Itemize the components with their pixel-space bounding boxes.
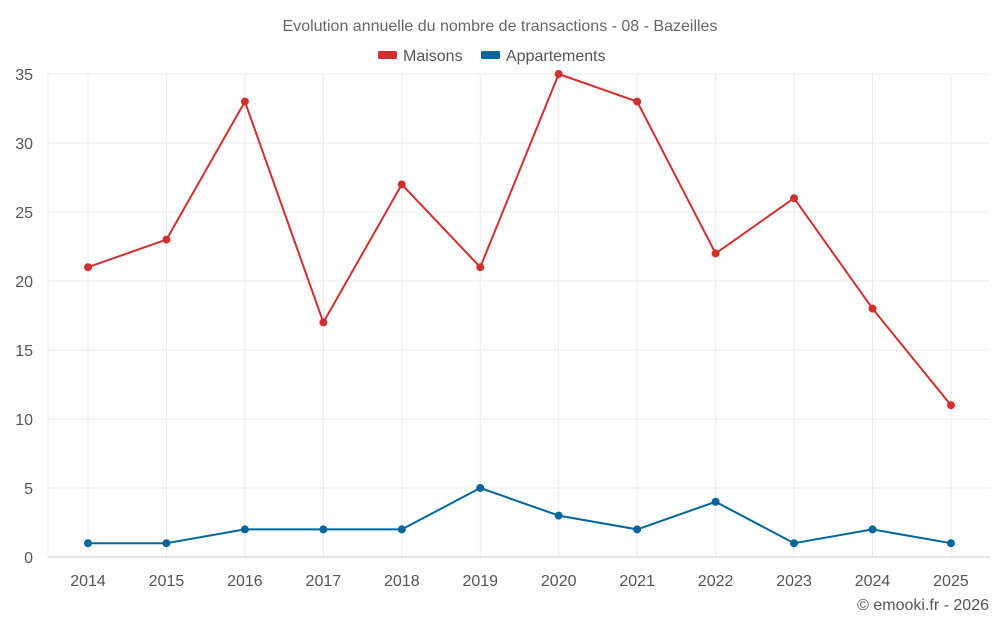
data-point-maisons[interactable] [476, 263, 485, 272]
data-point-appartements[interactable] [946, 539, 955, 548]
y-tick-label: 0 [24, 550, 33, 567]
legend-item-appartements[interactable]: Appartements [481, 48, 606, 65]
x-tick-label: 2022 [698, 573, 734, 590]
data-point-appartements[interactable] [554, 511, 563, 520]
legend: Maisons Appartements [378, 48, 606, 65]
data-point-maisons[interactable] [711, 249, 720, 258]
legend-label-maisons: Maisons [403, 48, 463, 65]
data-point-appartements[interactable] [84, 539, 92, 548]
data-point-appartements[interactable] [633, 525, 642, 534]
x-tick-label: 2023 [776, 573, 812, 590]
legend-item-maisons[interactable]: Maisons [378, 48, 463, 65]
data-point-maisons[interactable] [868, 304, 877, 313]
y-tick-label: 30 [15, 136, 33, 153]
data-point-maisons[interactable] [84, 263, 92, 272]
y-tick-label: 10 [15, 412, 33, 429]
data-point-maisons[interactable] [319, 318, 328, 327]
series [84, 70, 955, 548]
data-point-maisons[interactable] [240, 97, 249, 106]
data-point-appartements[interactable] [240, 525, 249, 534]
x-tick-label: 2020 [541, 573, 577, 590]
data-point-maisons[interactable] [633, 97, 642, 106]
y-tick-label: 25 [15, 205, 33, 222]
legend-swatch-maisons [378, 51, 397, 59]
data-point-maisons[interactable] [946, 401, 955, 410]
chart-title: Evolution annuelle du nombre de transact… [283, 18, 718, 35]
series-line-appartements [88, 487, 952, 545]
y-tick-label: 35 [15, 67, 33, 84]
data-point-maisons[interactable] [554, 70, 563, 78]
y-tick-label: 5 [24, 481, 33, 498]
x-tick-label: 2014 [70, 573, 106, 590]
x-tick-label: 2025 [933, 573, 969, 590]
legend-label-appartements: Appartements [506, 48, 606, 65]
x-tick-label: 2017 [306, 573, 342, 590]
data-point-appartements[interactable] [162, 539, 171, 548]
data-point-appartements[interactable] [790, 539, 799, 548]
credit-text: © emooki.fr - 2026 [857, 597, 989, 614]
series-line-maisons [87, 73, 952, 406]
x-tick-label: 2019 [462, 573, 498, 590]
grid [47, 73, 990, 557]
x-tick-label: 2018 [384, 573, 420, 590]
data-point-appartements[interactable] [868, 525, 877, 534]
data-point-appartements[interactable] [319, 525, 328, 534]
data-point-appartements[interactable] [397, 525, 406, 534]
data-point-maisons[interactable] [397, 180, 406, 189]
x-tick-label: 2024 [855, 573, 891, 590]
data-point-appartements[interactable] [711, 497, 720, 506]
x-tick-label: 2015 [149, 573, 185, 590]
data-point-maisons[interactable] [162, 235, 171, 244]
data-point-maisons[interactable] [790, 194, 799, 203]
x-tick-label: 2021 [619, 573, 655, 590]
y-tick-label: 15 [15, 343, 33, 360]
data-point-appartements[interactable] [476, 484, 485, 492]
x-tick-label: 2016 [227, 573, 263, 590]
legend-swatch-appartements [481, 51, 500, 59]
y-tick-label: 20 [15, 274, 33, 291]
